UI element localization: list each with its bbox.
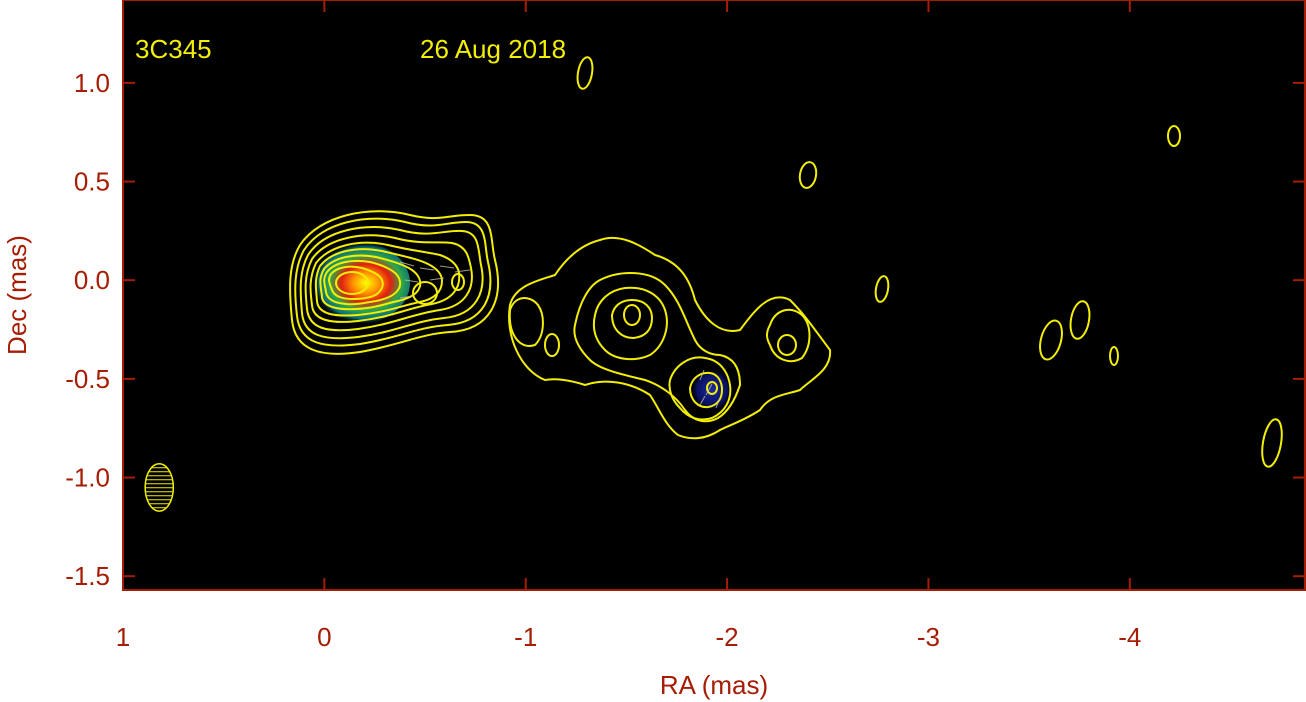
x-axis: 1 0 -1 -2 -3 -4 <box>116 0 1141 652</box>
x-tick-label: 0 <box>317 622 331 652</box>
y-tick-label: -1.5 <box>65 561 110 591</box>
source-name: 3C345 <box>135 34 212 64</box>
x-tick-label: -4 <box>1118 622 1141 652</box>
contour-lines <box>289 56 1283 468</box>
x-tick-label: -3 <box>917 622 940 652</box>
y-tick-label: 0.5 <box>74 167 110 197</box>
x-tick-label: -2 <box>716 622 739 652</box>
y-axis-label: Dec (mas) <box>2 235 32 355</box>
beam-ellipse <box>144 462 175 512</box>
y-tick-label: 0.0 <box>74 265 110 295</box>
y-tick-label: -1.0 <box>65 463 110 493</box>
x-tick-label: -1 <box>514 622 537 652</box>
x-axis-label: RA (mas) <box>660 670 768 700</box>
y-tick-label: -0.5 <box>65 364 110 394</box>
x-tick-label: 1 <box>116 622 130 652</box>
y-axis: 1.0 0.5 0.0 -0.5 -1.0 -1.5 <box>65 68 1305 591</box>
observation-date: 26 Aug 2018 <box>420 34 566 64</box>
y-tick-label: 1.0 <box>74 68 110 98</box>
plot-frame <box>122 0 1306 591</box>
polarization-vectors <box>399 261 721 409</box>
